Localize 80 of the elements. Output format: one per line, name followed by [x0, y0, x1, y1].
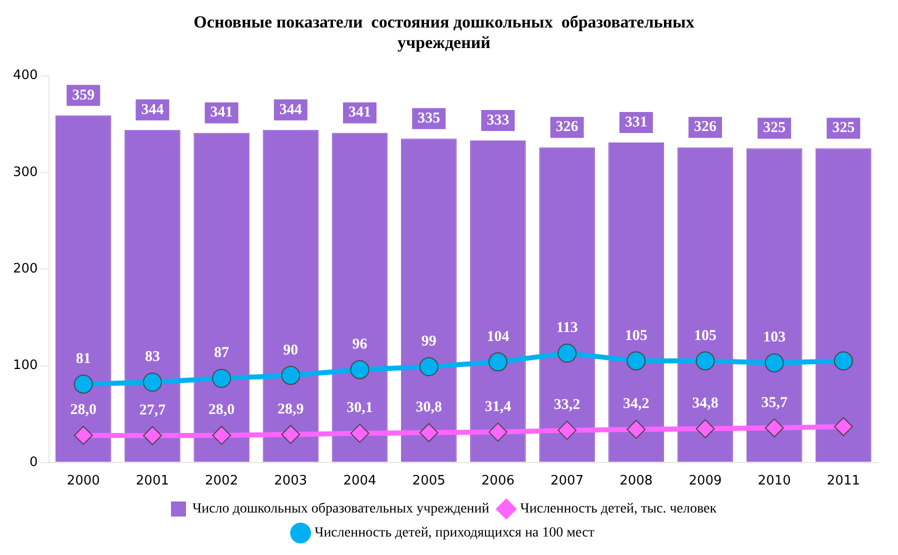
- data-label: 113: [556, 320, 578, 336]
- point: [834, 417, 853, 436]
- data-label: 30,1: [346, 400, 373, 416]
- x-tick-label: 2000: [66, 474, 100, 489]
- x-tick-label: 2003: [274, 474, 308, 489]
- legend-label: Численность детей, приходящихся на 100 мест: [314, 526, 594, 541]
- y-tick-label: 0: [30, 454, 38, 470]
- data-label: 359: [72, 87, 95, 104]
- point: [834, 351, 853, 370]
- data-label: 28,0: [208, 402, 235, 418]
- point: [488, 422, 508, 442]
- data-label: 341: [210, 104, 233, 121]
- x-tick-label: 2007: [550, 474, 584, 489]
- y-tick-label: 300: [12, 164, 38, 180]
- data-label: 105: [624, 328, 648, 344]
- legend-label: Численность детей, тыс. человек: [520, 502, 717, 517]
- point: [350, 424, 370, 443]
- data-label: 34,2: [623, 396, 650, 412]
- point: [626, 351, 646, 370]
- data-label: 34,8: [692, 396, 718, 412]
- data-label: 31,4: [484, 398, 512, 415]
- x-tick-label: 2011: [826, 474, 860, 489]
- data-label: 333: [486, 112, 510, 128]
- data-label: 344: [279, 102, 302, 118]
- data-label: 103: [763, 330, 786, 346]
- data-label: 331: [624, 114, 648, 130]
- data-label: 341: [348, 104, 372, 121]
- point: [626, 420, 646, 439]
- point: [764, 353, 784, 372]
- point: [142, 372, 162, 392]
- text: учреждений: [398, 32, 490, 52]
- point: [419, 357, 438, 376]
- point: [419, 423, 438, 442]
- data-label: 27,7: [139, 402, 166, 419]
- data-label: 87: [214, 345, 230, 362]
- x-tick-label: 2009: [688, 474, 722, 489]
- data-label: 326: [556, 119, 579, 136]
- point: [212, 368, 232, 388]
- x-tick-label: 2004: [343, 474, 376, 489]
- data-label: 105: [694, 328, 717, 344]
- data-label: 35,7: [761, 394, 788, 411]
- point: [696, 351, 715, 370]
- data-label: 325: [763, 120, 786, 136]
- data-label: 96: [352, 336, 368, 352]
- y-tick-label: 400: [12, 68, 38, 84]
- point: [558, 344, 577, 363]
- x-tick-label: 2008: [620, 474, 653, 489]
- data-label: 325: [832, 120, 855, 136]
- x-tick-label: 2006: [481, 474, 515, 489]
- data-label: 104: [486, 328, 510, 345]
- point: [212, 426, 232, 445]
- point: [350, 360, 370, 380]
- point: [142, 426, 162, 446]
- data-label: 30,8: [416, 400, 442, 416]
- point: [281, 366, 300, 385]
- data-label: 99: [421, 334, 436, 350]
- data-label: 33,2: [554, 397, 580, 414]
- point: [558, 420, 577, 440]
- text: Основные показатели состояния дошкольных образовательных: [194, 12, 694, 32]
- x-tick-label: 2010: [758, 474, 791, 489]
- data-label: 83: [144, 349, 160, 366]
- point: [696, 419, 715, 438]
- point: [488, 352, 508, 372]
- data-label: 344: [141, 102, 164, 118]
- data-label: 326: [694, 119, 718, 136]
- data-label: 81: [76, 350, 91, 367]
- data-label: 335: [418, 110, 440, 126]
- point: [74, 426, 93, 445]
- point: [764, 418, 784, 438]
- point: [74, 374, 93, 394]
- data-label: 28,9: [278, 401, 304, 418]
- y-tick-label: 200: [12, 261, 38, 276]
- legend-label: Число дошкольных образовательных учреждений: [192, 502, 490, 517]
- y-tick-label: 100: [12, 358, 38, 374]
- x-tick-label: 2005: [412, 474, 446, 489]
- x-tick-label: 2002: [205, 474, 238, 489]
- data-label: 90: [283, 342, 298, 358]
- point: [281, 424, 300, 444]
- x-tick-label: 2001: [136, 474, 170, 489]
- data-label: 28,0: [70, 402, 96, 418]
